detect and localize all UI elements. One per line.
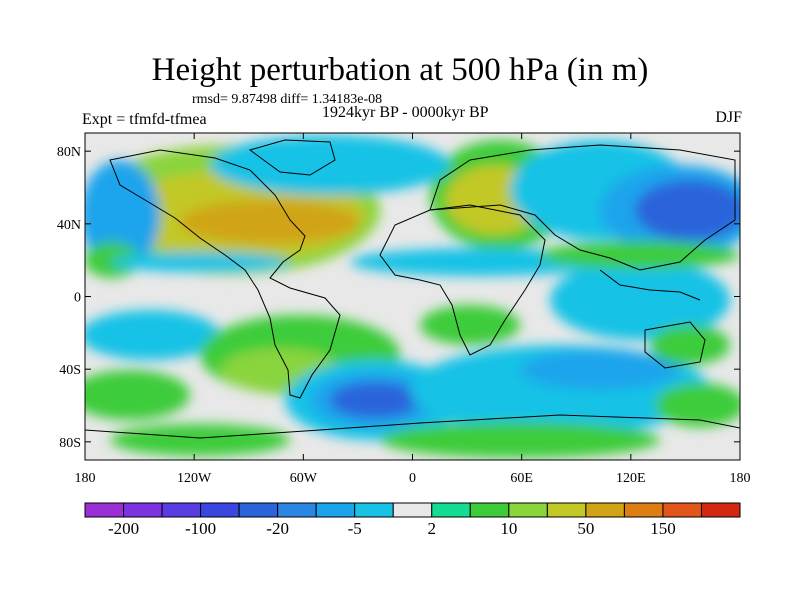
colorbar-swatch: [585, 502, 625, 518]
lon-label: 180: [75, 471, 96, 486]
lat-label: 40S: [59, 363, 81, 378]
colorbar-swatch: [84, 502, 125, 518]
lat-label: 40N: [57, 218, 81, 233]
colorbar-swatch: [123, 502, 163, 518]
colorbar-label: -200: [108, 519, 139, 538]
lon-label: 120E: [616, 471, 646, 486]
colorbar-swatch: [546, 502, 587, 518]
season-label: DJF: [715, 109, 742, 126]
colorbar-swatch: [392, 502, 433, 518]
colorbar-swatch: [662, 502, 702, 518]
stats-text: rmsd= 9.87498 diff= 1.34183e-08: [192, 92, 383, 107]
latitude-axis: 80N 40N 0 40S 80S: [57, 145, 740, 451]
colorbar-swatch: [315, 502, 356, 518]
period-label: 1924kyr BP - 0000kyr BP: [322, 104, 489, 121]
contour-field: [85, 133, 740, 460]
colorbar-label: 10: [500, 519, 517, 538]
colorbar-label: -5: [348, 519, 362, 538]
colorbar-swatch: [277, 502, 317, 518]
lon-label: 0: [409, 471, 416, 486]
lat-label: 80N: [57, 145, 81, 160]
plot-title: Height perturbation at 500 hPa (in m): [151, 52, 649, 88]
colorbar-swatch: [200, 502, 240, 518]
longitude-axis: 180 120W 60W 0 60E 120E 180: [75, 133, 751, 486]
coastlines: [85, 139, 740, 439]
lon-label: 60E: [510, 471, 533, 486]
colorbar-swatch: [238, 502, 279, 518]
colorbar-swatch: [623, 502, 664, 518]
colorbar-label: -100: [185, 519, 216, 538]
colorbar-label: 2: [428, 519, 437, 538]
colorbar-swatch: [700, 502, 741, 518]
lon-label: 120W: [177, 471, 212, 486]
colorbar-label: 50: [577, 519, 594, 538]
colorbar-swatch: [469, 502, 510, 518]
experiment-label: Expt = tfmfd-tfmea: [82, 111, 207, 128]
colorbar-label: 150: [650, 519, 676, 538]
lon-label: 180: [730, 471, 751, 486]
lat-label: 0: [74, 291, 81, 306]
lat-label: 80S: [59, 436, 81, 451]
colorbar-label: -20: [266, 519, 289, 538]
lon-label: 60W: [290, 471, 318, 486]
colorbar-swatch: [508, 502, 548, 518]
colorbar-swatch: [431, 502, 471, 518]
colorbar-swatch: [354, 502, 394, 518]
colorbar: -200 -100 -20 -5 2 10 50 150: [84, 502, 741, 538]
colorbar-swatch: [161, 502, 202, 518]
